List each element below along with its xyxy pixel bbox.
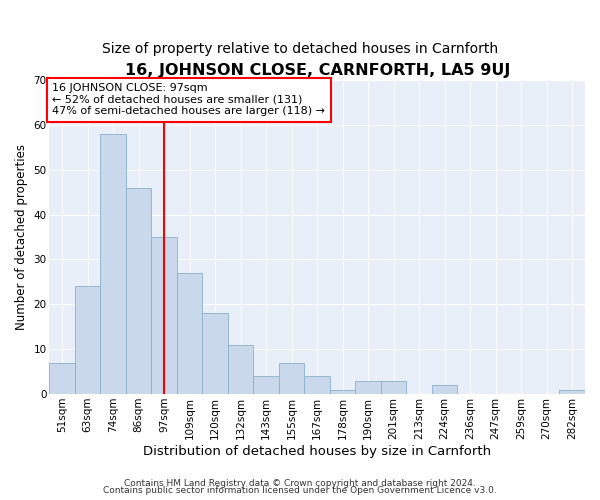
Bar [75,286,100,394]
Bar [100,134,126,394]
Bar [330,390,355,394]
Title: 16, JOHNSON CLOSE, CARNFORTH, LA5 9UJ: 16, JOHNSON CLOSE, CARNFORTH, LA5 9UJ [125,62,510,78]
Bar [202,314,228,394]
Y-axis label: Number of detached properties: Number of detached properties [15,144,28,330]
Text: Contains public sector information licensed under the Open Government Licence v3: Contains public sector information licen… [103,486,497,495]
Bar [381,380,406,394]
Bar [49,362,75,394]
Text: Size of property relative to detached houses in Carnforth: Size of property relative to detached ho… [102,42,498,56]
Bar [126,188,151,394]
Bar [304,376,330,394]
Bar [355,380,381,394]
Bar [151,237,177,394]
Bar [253,376,279,394]
Text: 16 JOHNSON CLOSE: 97sqm
← 52% of detached houses are smaller (131)
47% of semi-d: 16 JOHNSON CLOSE: 97sqm ← 52% of detache… [52,83,325,116]
Bar [228,344,253,394]
X-axis label: Distribution of detached houses by size in Carnforth: Distribution of detached houses by size … [143,444,491,458]
Bar [559,390,585,394]
Bar [279,362,304,394]
Bar [177,273,202,394]
Text: Contains HM Land Registry data © Crown copyright and database right 2024.: Contains HM Land Registry data © Crown c… [124,478,476,488]
Bar [432,385,457,394]
